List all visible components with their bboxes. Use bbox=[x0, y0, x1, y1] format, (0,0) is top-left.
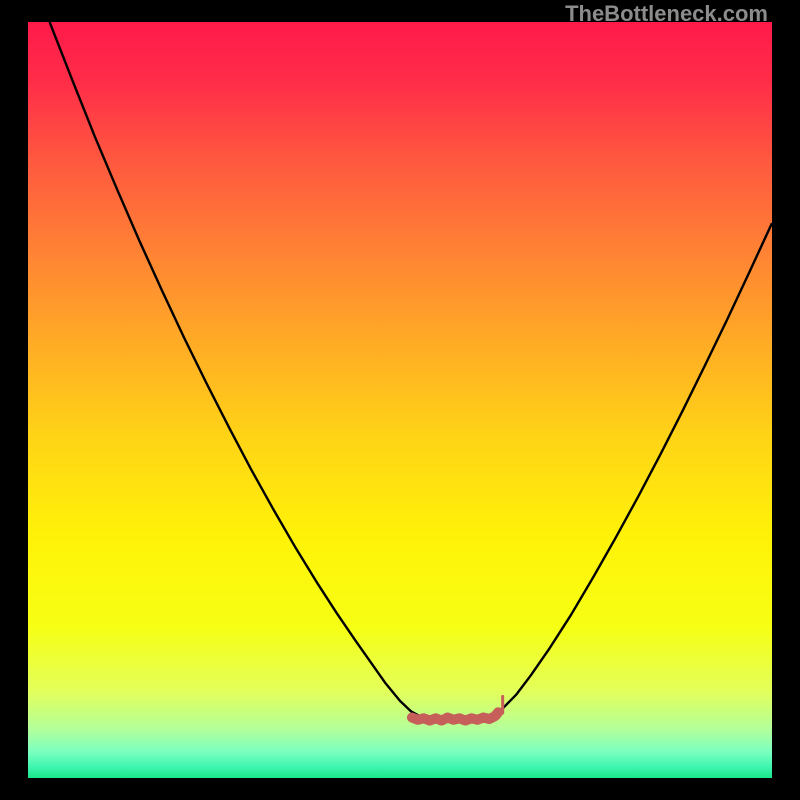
bottleneck-curve bbox=[50, 22, 772, 720]
plot-area bbox=[28, 22, 772, 778]
curve-layer bbox=[28, 22, 772, 778]
optimal-range-band bbox=[412, 712, 498, 720]
watermark-text: TheBottleneck.com bbox=[565, 1, 768, 27]
